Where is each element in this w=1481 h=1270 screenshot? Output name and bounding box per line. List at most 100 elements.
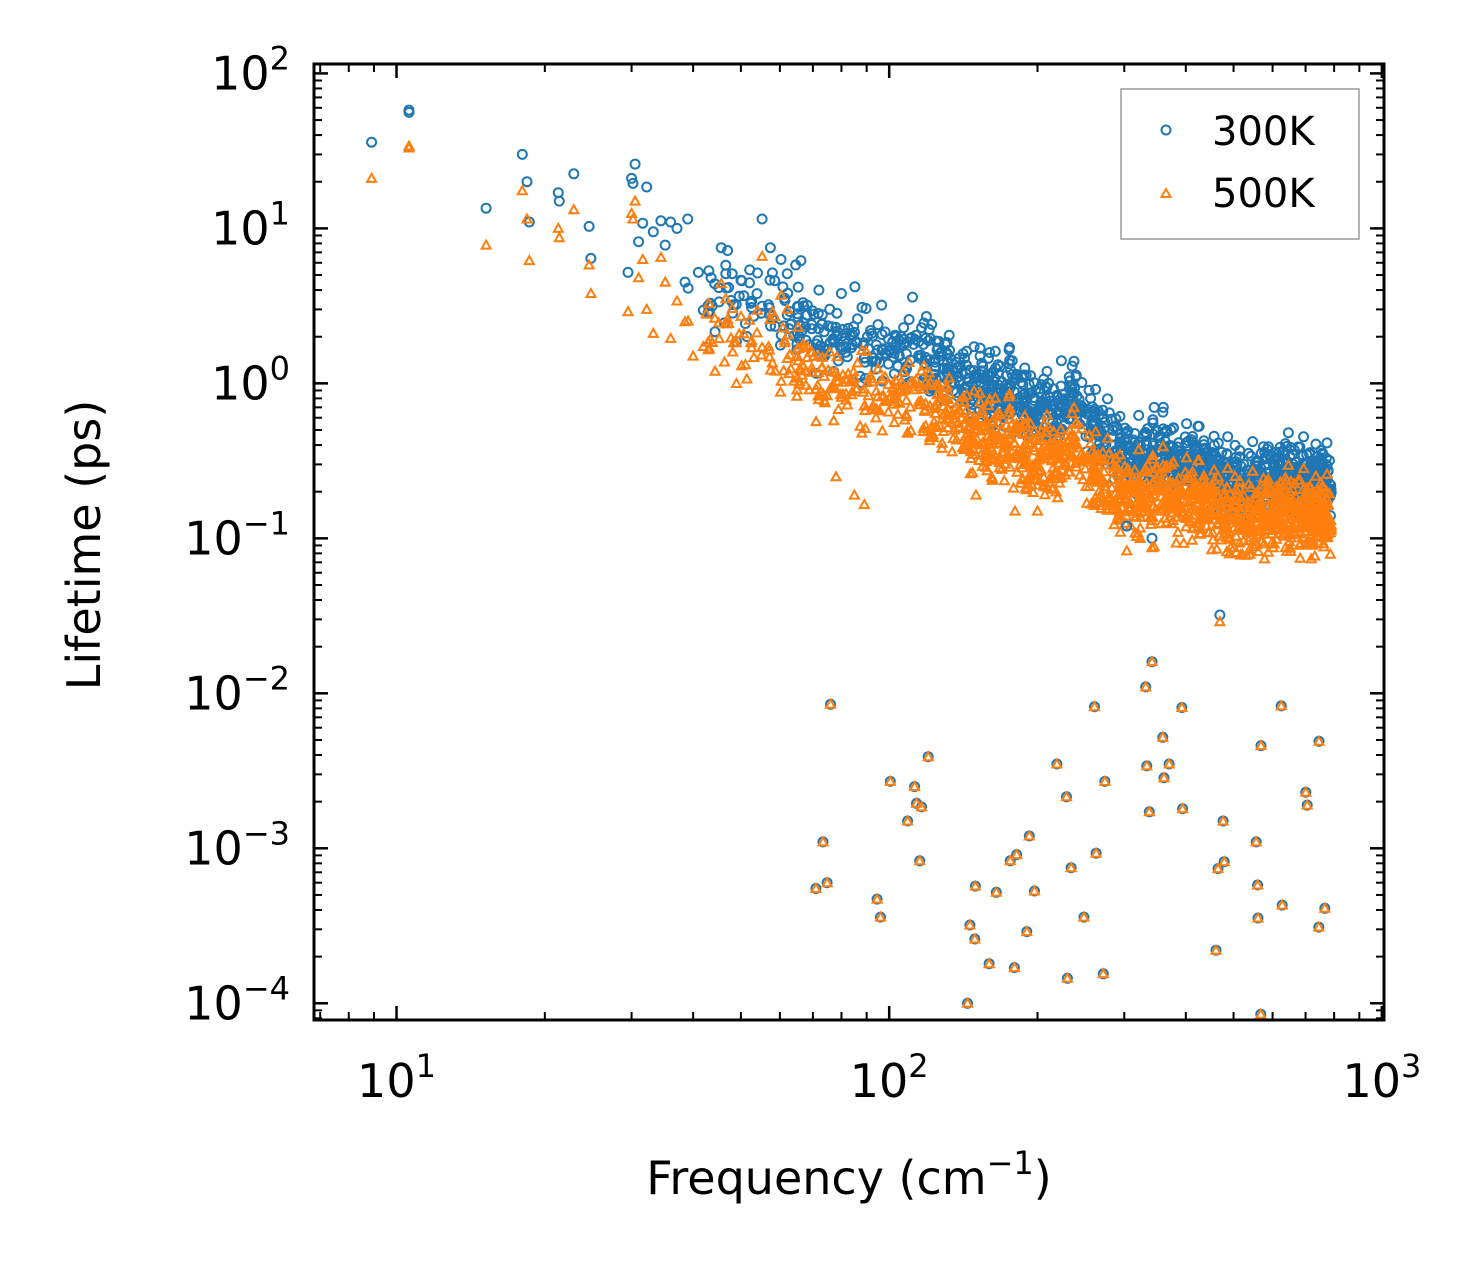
- band-point-500k: [1315, 524, 1329, 536]
- band-point-300k: [769, 320, 781, 332]
- data-point-300k: [627, 177, 639, 189]
- band-point-300k: [798, 300, 810, 312]
- band-point-500k: [1220, 495, 1233, 507]
- data-point-500k: [1217, 855, 1231, 867]
- band-point-500k: [998, 474, 1011, 486]
- band-point-500k: [1032, 464, 1045, 476]
- band-point-500k: [828, 382, 842, 394]
- band-point-500k: [851, 356, 864, 368]
- band-point-500k: [875, 373, 889, 385]
- y-tick-label: 100: [211, 349, 290, 410]
- data-point-300k: [764, 242, 776, 254]
- band-point-500k: [993, 408, 1007, 420]
- band-point-500k: [1008, 436, 1021, 448]
- band-point-300k: [953, 375, 965, 387]
- band-point-300k: [984, 347, 996, 358]
- band-point-500k: [982, 428, 995, 440]
- data-point-500k: [768, 309, 782, 321]
- band-point-300k: [792, 301, 804, 313]
- band-point-500k: [1237, 489, 1250, 501]
- band-point-500k: [864, 369, 877, 381]
- band-point-500k: [800, 351, 814, 363]
- band-point-500k: [1238, 519, 1251, 531]
- band-point-500k: [1014, 452, 1028, 464]
- band-point-300k: [842, 322, 854, 334]
- y-tick-label: 10−1: [184, 504, 290, 565]
- band-point-500k: [805, 361, 818, 373]
- band-point-500k: [907, 383, 920, 395]
- data-point-500k: [1077, 910, 1091, 922]
- band-point-500k: [1051, 432, 1065, 444]
- data-point-500k: [721, 312, 734, 324]
- data-point-500k: [1318, 901, 1332, 913]
- band-point-500k: [712, 316, 726, 328]
- band-point-300k: [929, 354, 941, 365]
- band-point-300k: [989, 345, 1001, 357]
- band-point-300k: [882, 358, 894, 370]
- data-point-300k: [1121, 520, 1133, 532]
- data-point-500k: [1097, 967, 1110, 979]
- band-point-500k: [1085, 462, 1098, 474]
- band-point-500k: [930, 378, 943, 390]
- band-point-500k: [1319, 491, 1333, 503]
- data-points: [365, 104, 1332, 1020]
- band-point-500k: [812, 366, 825, 378]
- data-point-500k: [824, 697, 837, 709]
- band-point-300k: [764, 274, 776, 286]
- band-point-500k: [891, 407, 905, 419]
- band-point-300k: [824, 303, 836, 315]
- band-point-300k: [703, 265, 715, 277]
- band-point-500k: [797, 341, 810, 353]
- band-point-300k: [1147, 414, 1159, 426]
- data-point-500k: [1175, 700, 1189, 712]
- band-point-500k: [1293, 551, 1307, 563]
- band-point-500k: [703, 342, 716, 354]
- band-point-500k: [1128, 510, 1142, 522]
- band-point-500k: [995, 462, 1008, 474]
- band-point-300k: [1322, 473, 1333, 485]
- band-point-500k: [1033, 430, 1046, 442]
- data-point-500k: [870, 892, 884, 904]
- legend-marker-500k: [1159, 186, 1173, 198]
- band-point-500k: [1080, 452, 1093, 464]
- band-point-300k: [974, 350, 986, 362]
- band-point-500k: [1321, 507, 1334, 519]
- band-point-500k: [1017, 417, 1031, 429]
- data-point-300k: [626, 172, 638, 184]
- band-point-500k: [900, 393, 913, 405]
- band-point-500k: [1069, 417, 1082, 429]
- band-point-500k: [928, 399, 942, 411]
- band-point-500k: [1279, 541, 1292, 553]
- data-point-500k: [961, 996, 974, 1008]
- band-point-500k: [1308, 549, 1321, 561]
- data-point-500k: [921, 750, 935, 762]
- band-point-500k: [999, 457, 1012, 469]
- x-axis-label: Frequency (cm−1): [646, 1144, 1051, 1205]
- band-point-500k: [976, 459, 989, 471]
- band-point-500k: [1261, 507, 1274, 519]
- band-point-500k: [997, 437, 1011, 449]
- band-point-500k: [1149, 502, 1162, 514]
- y-tick-label: 102: [211, 39, 290, 100]
- band-point-300k: [816, 318, 828, 330]
- band-point-300k: [1034, 383, 1045, 395]
- data-point-500k: [968, 932, 982, 944]
- band-point-500k: [751, 303, 764, 315]
- band-point-500k: [972, 419, 985, 431]
- band-point-300k: [829, 336, 841, 348]
- band-point-500k: [750, 326, 764, 338]
- band-point-500k: [1290, 502, 1304, 514]
- band-point-300k: [1282, 427, 1294, 439]
- data-point-500k: [1088, 700, 1101, 712]
- data-point-300k: [1063, 371, 1075, 383]
- band-point-500k: [1084, 436, 1097, 448]
- band-point-300k: [988, 379, 1000, 391]
- data-point-300k: [629, 158, 641, 170]
- band-point-500k: [859, 344, 873, 356]
- band-point-500k: [897, 365, 910, 377]
- band-point-300k: [877, 343, 889, 355]
- data-point-500k: [1251, 911, 1265, 923]
- band-point-500k: [1227, 541, 1241, 553]
- data-point-500k: [584, 286, 598, 298]
- band-point-300k: [867, 330, 879, 342]
